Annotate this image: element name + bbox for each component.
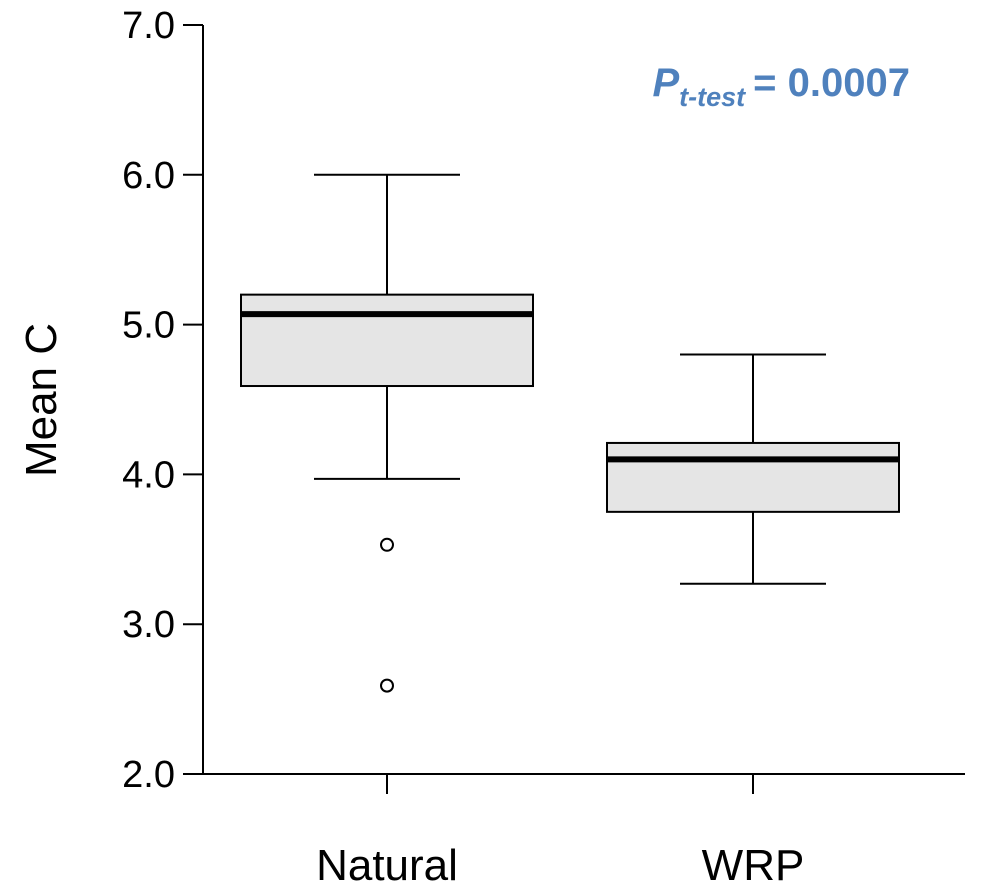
y-tick-label: 4.0 [122, 454, 175, 496]
y-tick-label: 2.0 [122, 754, 175, 796]
box-series [240, 173, 900, 693]
outlier-point [380, 678, 394, 693]
box-iqr [606, 441, 900, 513]
p-symbol: P [652, 61, 679, 105]
y-axis: 2.0 3.0 4.0 5.0 6.0 7.0 [122, 5, 204, 796]
box-group-natural [240, 173, 534, 693]
p-subscript: t-test [679, 82, 746, 112]
y-tick-label: 7.0 [122, 5, 175, 47]
y-tick-label: 6.0 [122, 155, 175, 197]
outlier-point [380, 537, 394, 552]
y-tick-label: 3.0 [122, 604, 175, 646]
box-iqr [240, 293, 534, 388]
x-axis: Natural WRP [183, 773, 965, 888]
y-tick-label: 5.0 [122, 305, 175, 347]
p-value-annotation: Pt-test = 0.0007 [652, 61, 910, 112]
y-axis-title: Mean C [17, 323, 66, 477]
x-category-label: Natural [316, 841, 458, 888]
box-group-wrp [606, 353, 900, 585]
x-category-label: WRP [702, 841, 805, 888]
p-value: = 0.0007 [753, 61, 910, 105]
